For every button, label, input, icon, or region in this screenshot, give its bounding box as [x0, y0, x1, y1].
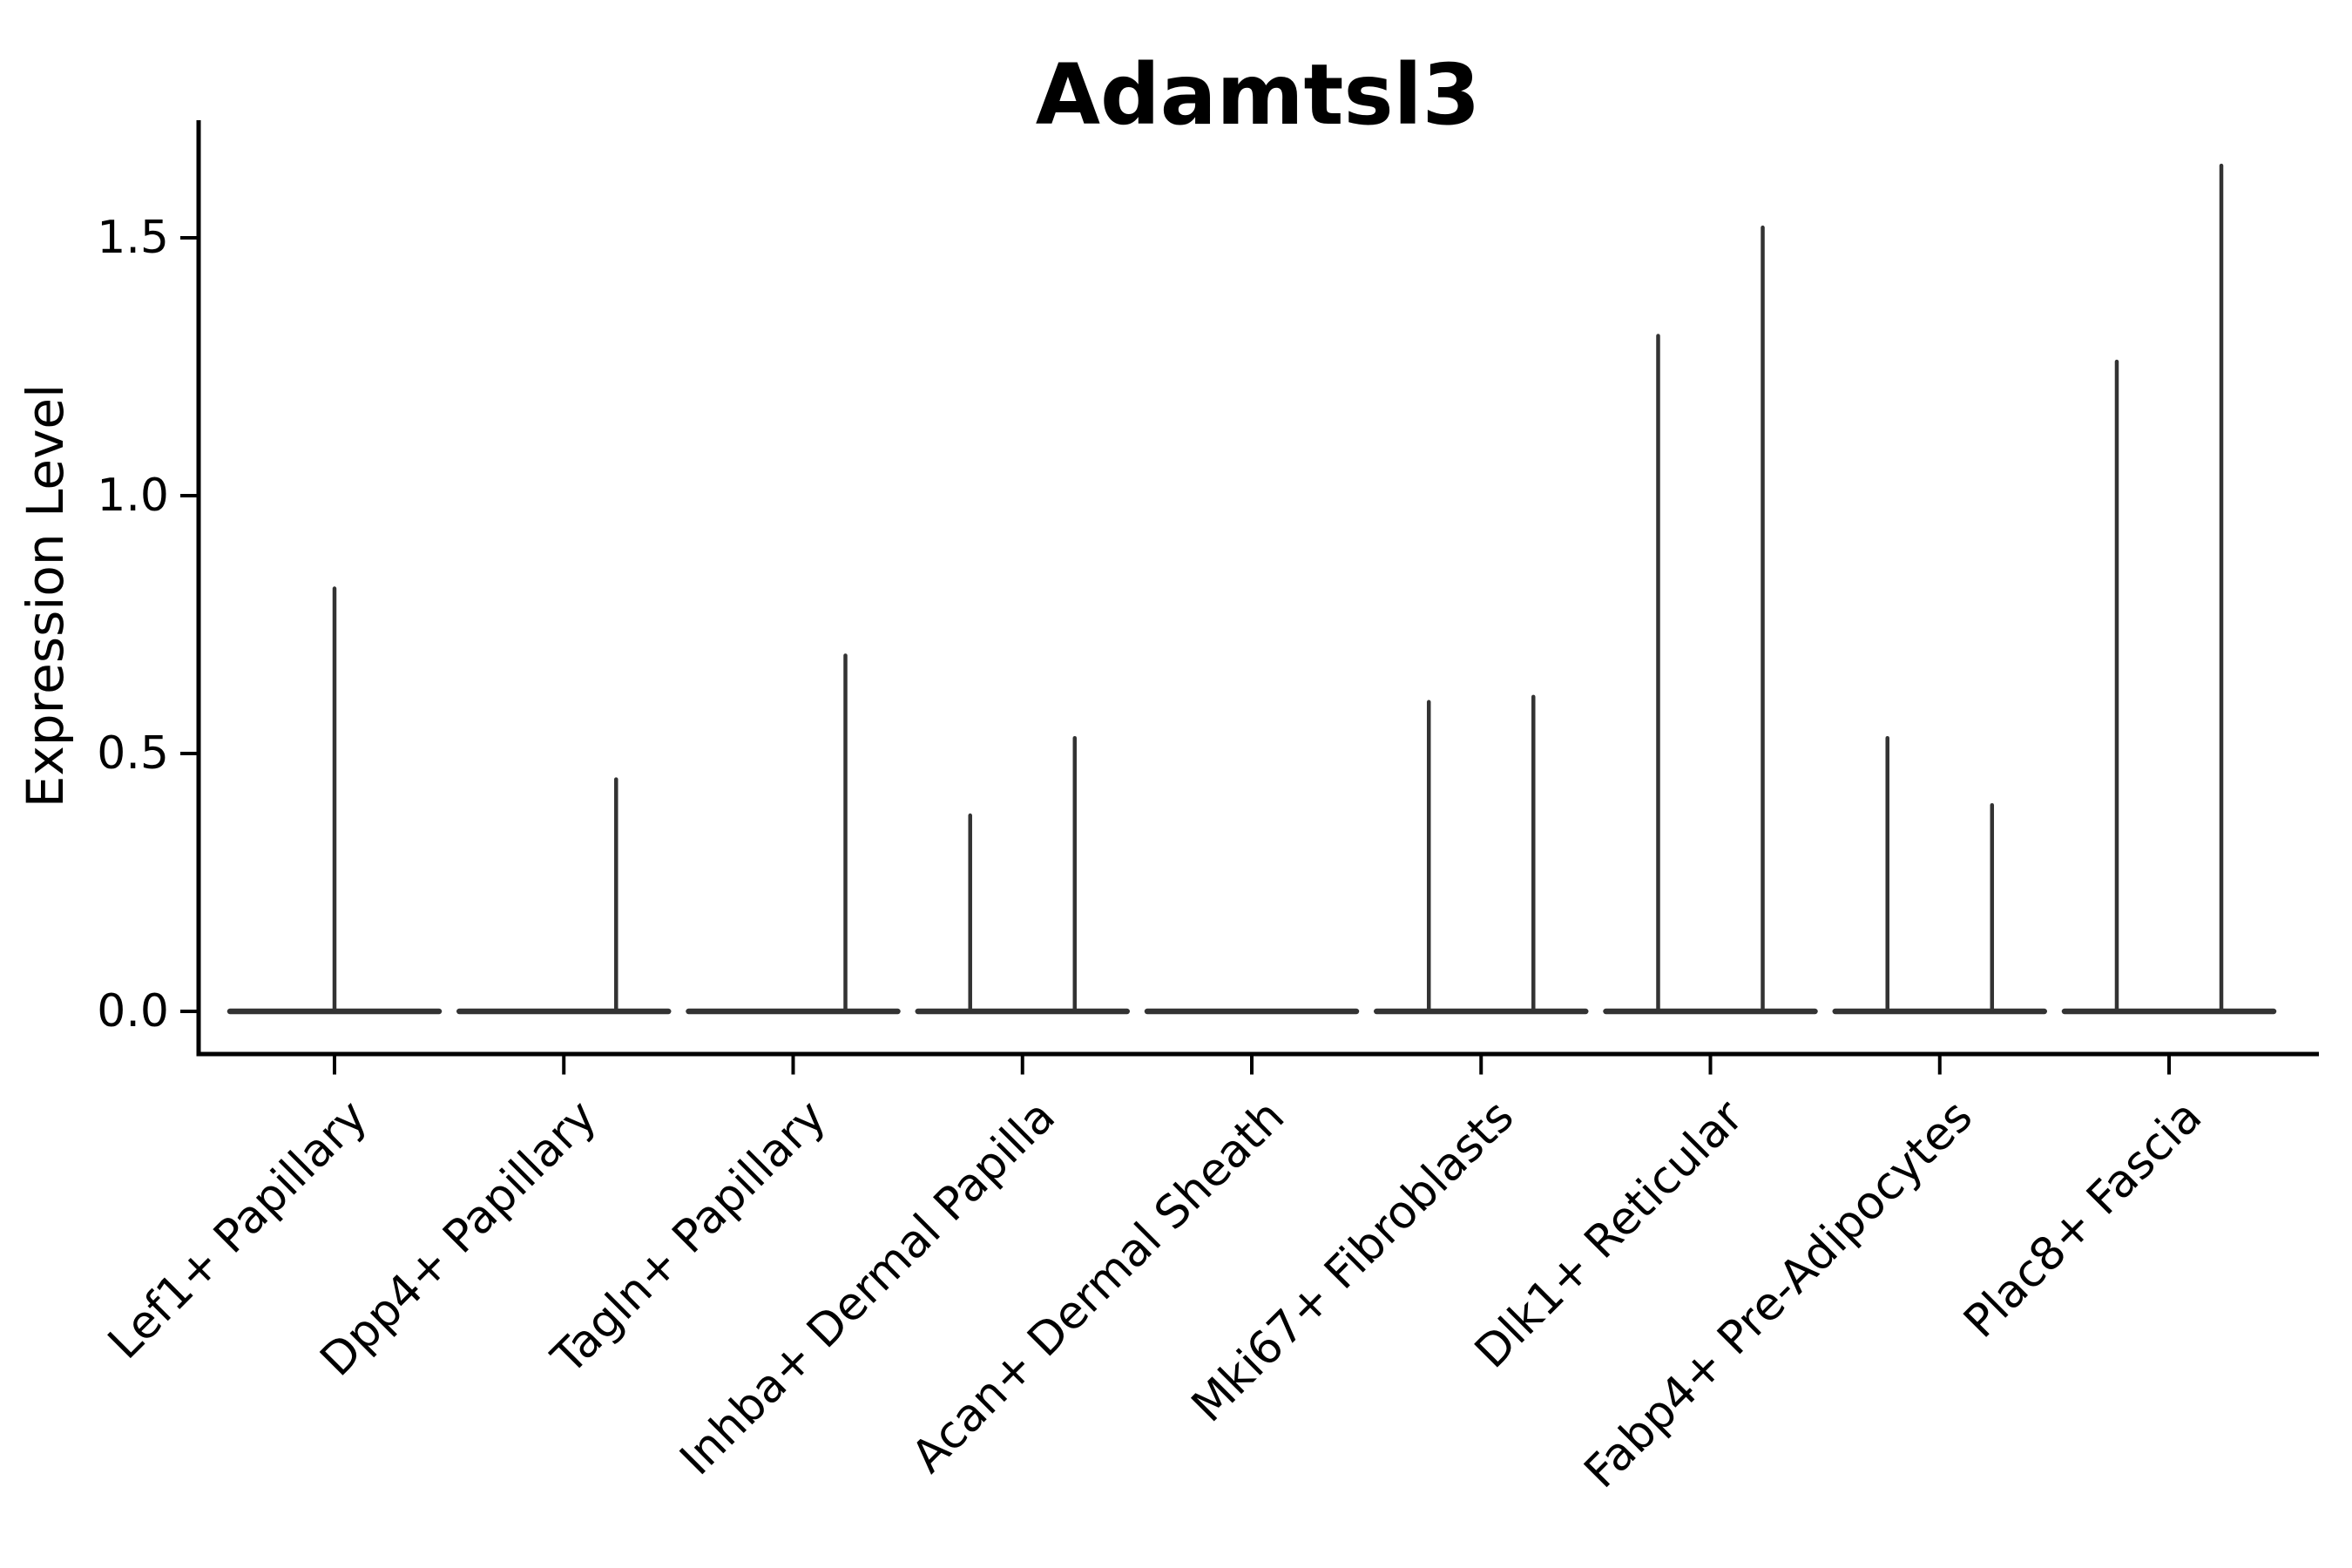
- y-axis-ticks: 0.0 0.5 1.0 1.5: [97, 212, 198, 1037]
- violin: [1374, 694, 1589, 1015]
- violin: [456, 777, 672, 1015]
- violins: [226, 163, 2277, 1015]
- x-axis-ticks: [333, 1056, 2171, 1075]
- x-category-label: Inhba+ Dermal Papilla: [670, 1091, 1064, 1485]
- violin: [2061, 163, 2277, 1015]
- axes: [196, 120, 2319, 1057]
- x-category-label: Acan+ Dermal Sheath: [902, 1091, 1295, 1484]
- x-category-label: Fabp4+ Pre-Adipocytes: [1575, 1091, 1983, 1498]
- y-tick-label: 0.5: [97, 727, 169, 780]
- violin: [1603, 225, 1818, 1015]
- violin: [1832, 735, 2047, 1015]
- violin: [915, 735, 1130, 1015]
- y-tick-label: 1.5: [97, 212, 169, 264]
- violin: [226, 586, 443, 1015]
- y-tick-label: 0.0: [97, 985, 169, 1037]
- y-tick-label: 1.0: [97, 470, 169, 522]
- chart-title: Adamtsl3: [1036, 46, 1481, 144]
- violin: [686, 653, 901, 1015]
- y-axis-label: Expression Level: [16, 384, 75, 808]
- x-category-label: Plac8+ Fascia: [1954, 1091, 2212, 1348]
